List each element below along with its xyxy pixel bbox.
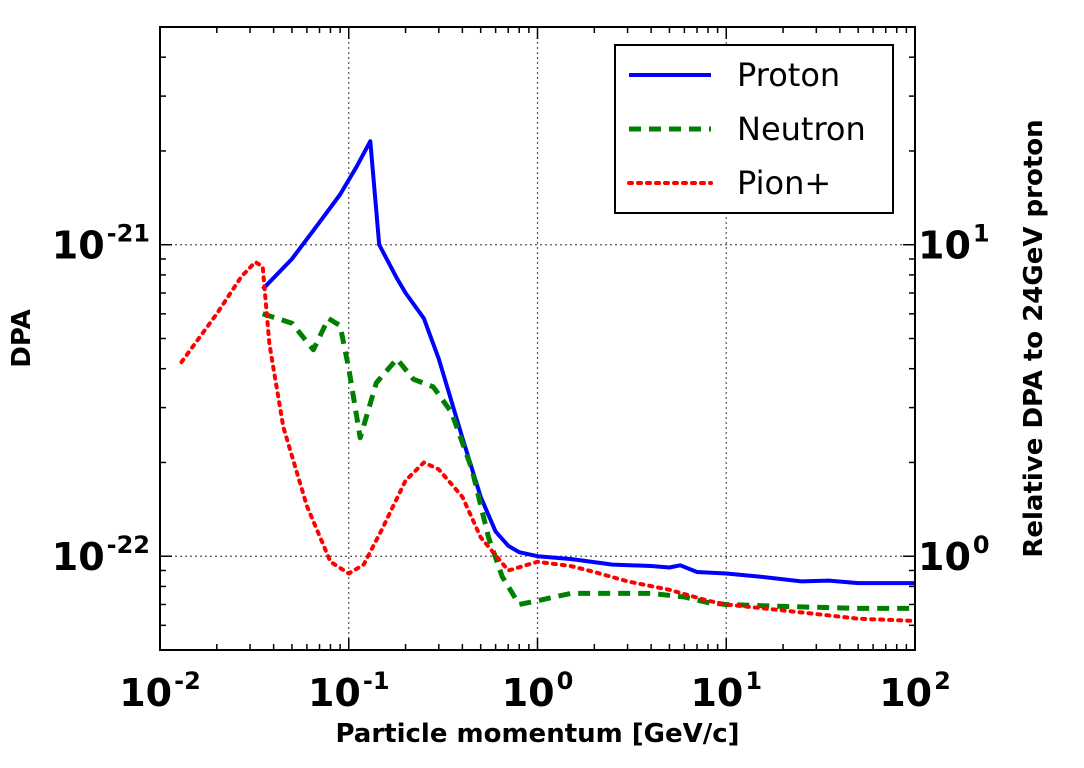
x-tick-label-exp: 1 <box>745 667 762 695</box>
y-tick-label-base: 10 <box>52 224 105 268</box>
y2-axis-label: Relative DPA to 24GeV proton <box>1019 119 1049 557</box>
x-tick-label-base: 10 <box>308 671 361 715</box>
y-tick-label: 10 -21 <box>52 220 150 268</box>
y-axis-label: DPA <box>7 309 37 367</box>
x-tick-label: 10 1 <box>690 667 762 715</box>
x-tick-label-exp: 0 <box>557 667 574 695</box>
y-tick-label-exp: -22 <box>107 531 150 559</box>
legend-label-neutron: Neutron <box>737 110 866 148</box>
series-line-proton <box>261 139 915 586</box>
legend-label-pion: Pion+ <box>737 164 831 202</box>
x-tick-label-base: 10 <box>119 671 172 715</box>
y2-tick-label-base: 10 <box>918 535 971 579</box>
y-tick-label-exp: -21 <box>107 220 150 248</box>
y-tick-label: 10 -22 <box>52 531 150 579</box>
x-tick-label: 10 -2 <box>119 667 201 715</box>
legend-label-proton: Proton <box>737 56 840 94</box>
x-tick-label-base: 10 <box>879 671 932 715</box>
x-tick-label-exp: -1 <box>363 667 390 695</box>
y2-tick-label: 10 0 <box>918 531 990 579</box>
legend: Proton Neutron Pion+ <box>614 44 894 214</box>
x-tick-label-base: 10 <box>690 671 743 715</box>
x-tick-label: 10 -1 <box>308 667 390 715</box>
series-line-pion <box>179 260 917 623</box>
y-tick-label-base: 10 <box>52 535 105 579</box>
x-tick-label-base: 10 <box>502 671 555 715</box>
x-axis-label: Particle momentum [GeV/c] <box>335 719 739 749</box>
series-layer <box>179 139 917 623</box>
x-tick-label: 10 0 <box>502 667 574 715</box>
series-line-neutron <box>261 311 915 611</box>
x-tick-label: 10 2 <box>879 667 951 715</box>
grid <box>160 27 915 650</box>
x-tick-label-exp: 2 <box>934 667 951 695</box>
x-tick-label-exp: -2 <box>174 667 201 695</box>
plot-frame <box>159 26 916 651</box>
y2-tick-label-base: 10 <box>918 224 971 268</box>
y2-tick-label-exp: 1 <box>973 220 990 248</box>
y2-tick-label-exp: 0 <box>973 531 990 559</box>
y2-tick-label: 10 1 <box>918 220 990 268</box>
